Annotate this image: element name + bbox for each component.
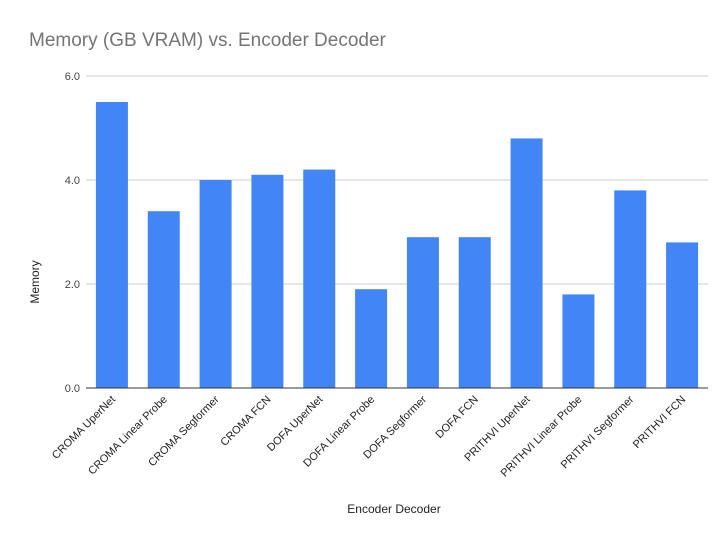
bar (510, 138, 543, 388)
bar (199, 180, 232, 388)
y-axis-title: Memory (28, 260, 42, 303)
y-axis-ticks: 0.0 2.0 4.0 6.0 (65, 71, 80, 395)
y-tick-label: 6.0 (65, 71, 80, 83)
x-tick-label: DOFA FCN (433, 394, 480, 441)
x-axis-title: Encoder Decoder (347, 502, 440, 516)
bar (355, 289, 388, 388)
bars (95, 102, 699, 388)
bar (251, 174, 284, 388)
bar (303, 169, 336, 388)
chart-title: Memory (GB VRAM) vs. Encoder Decoder (29, 30, 387, 51)
x-tick-label: PRITHVI FCN (631, 394, 688, 451)
bar (147, 211, 180, 388)
y-tick-label: 0.0 (65, 383, 80, 395)
gridlines (86, 75, 708, 285)
bar (562, 294, 595, 388)
y-tick-label: 4.0 (65, 175, 80, 187)
bar (406, 237, 439, 388)
bar (666, 242, 699, 388)
bar (614, 190, 647, 388)
bar (95, 102, 128, 388)
bar (458, 237, 491, 388)
x-tick-label: CROMA FCN (218, 394, 273, 449)
y-tick-label: 2.0 (65, 279, 80, 291)
